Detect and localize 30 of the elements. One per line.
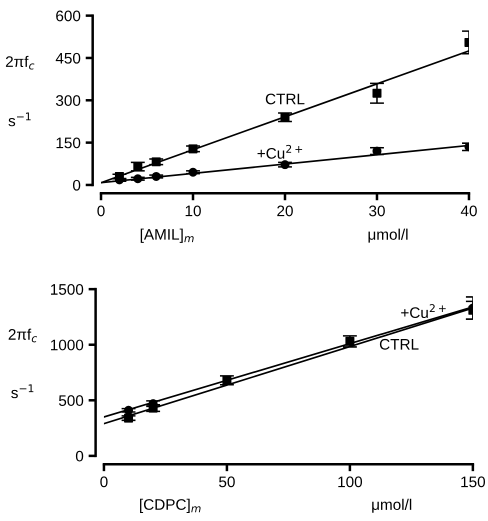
- y-tick-label: 450: [56, 52, 80, 64]
- y-tick-label: 1500: [50, 284, 84, 295]
- series-label: +Cu$^{2+}$: [401, 304, 446, 318]
- y-tick-label: 1000: [50, 340, 84, 350]
- text: s$^{−1}$: [11, 384, 34, 398]
- text: μmol/l: [368, 228, 408, 243]
- text: s$^{−1}$: [8, 112, 31, 126]
- x-tick-label: 0: [97, 205, 105, 216]
- x-axis-title: [AMIL]$_{m}$: [140, 228, 194, 243]
- x-tick-label: 40: [460, 205, 477, 216]
- y-tick-label: 500: [58, 395, 84, 406]
- y-tick-label: 0: [76, 450, 84, 462]
- x-tick-label: 150: [461, 476, 486, 488]
- x-axis-title: [CDPC]$_{m}$: [140, 498, 201, 513]
- y-axis-title: 2πf$_{c}$: [8, 328, 38, 342]
- x-tick-label: 0: [100, 476, 108, 488]
- x-tick-label: 50: [219, 476, 235, 488]
- y-tick-label: 300: [56, 95, 80, 106]
- text: μmol/l: [372, 498, 412, 513]
- x-tick-label: 100: [338, 476, 362, 488]
- y-axis-title: 2πf$_{c}$: [6, 56, 34, 70]
- series-label: +Cu$^{2+}$: [258, 144, 302, 159]
- y-tick-label: 600: [56, 10, 80, 22]
- x-tick-label: 30: [369, 205, 385, 216]
- y-tick-label: 150: [56, 137, 80, 148]
- x-tick-label: 20: [277, 205, 293, 216]
- series-label: CTRL: [266, 94, 304, 104]
- y-tick-label: 0: [72, 180, 80, 191]
- series-label: CTRL: [380, 338, 419, 350]
- x-tick-label: 10: [186, 205, 201, 216]
